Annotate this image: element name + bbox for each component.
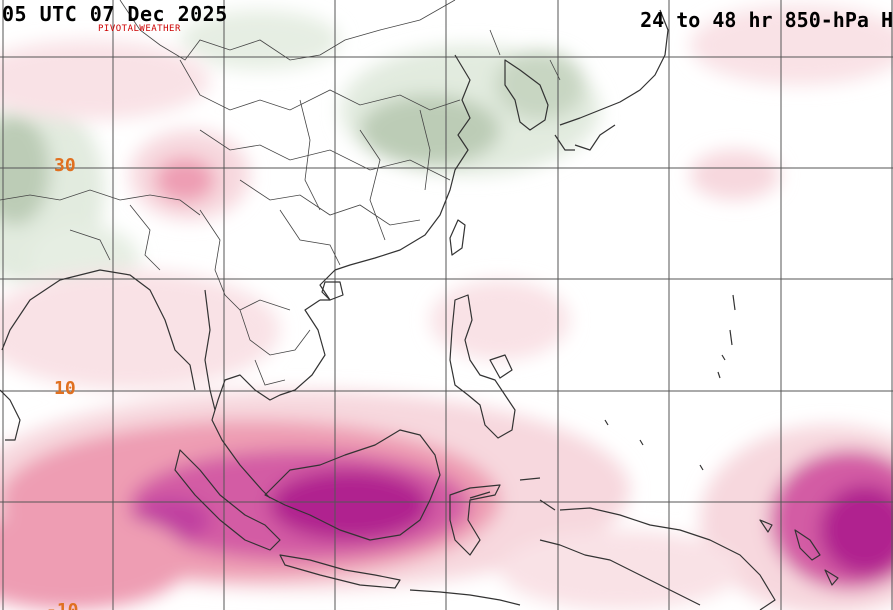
political-borders — [0, 0, 561, 386]
latitude-label-30: 30 — [54, 155, 76, 176]
latitude-label-minus-10: -10 — [46, 600, 79, 610]
watermark-text: PIVOTALWEATHER — [98, 24, 181, 34]
product-title: 24 to 48 hr 850-hPa H — [640, 8, 893, 32]
valid-time-title: 05 UTC 07 Dec 2025 — [2, 2, 228, 26]
coastlines — [0, 9, 839, 610]
latitude-label-10: 10 — [54, 378, 76, 399]
height-increase-shading — [0, 5, 893, 610]
